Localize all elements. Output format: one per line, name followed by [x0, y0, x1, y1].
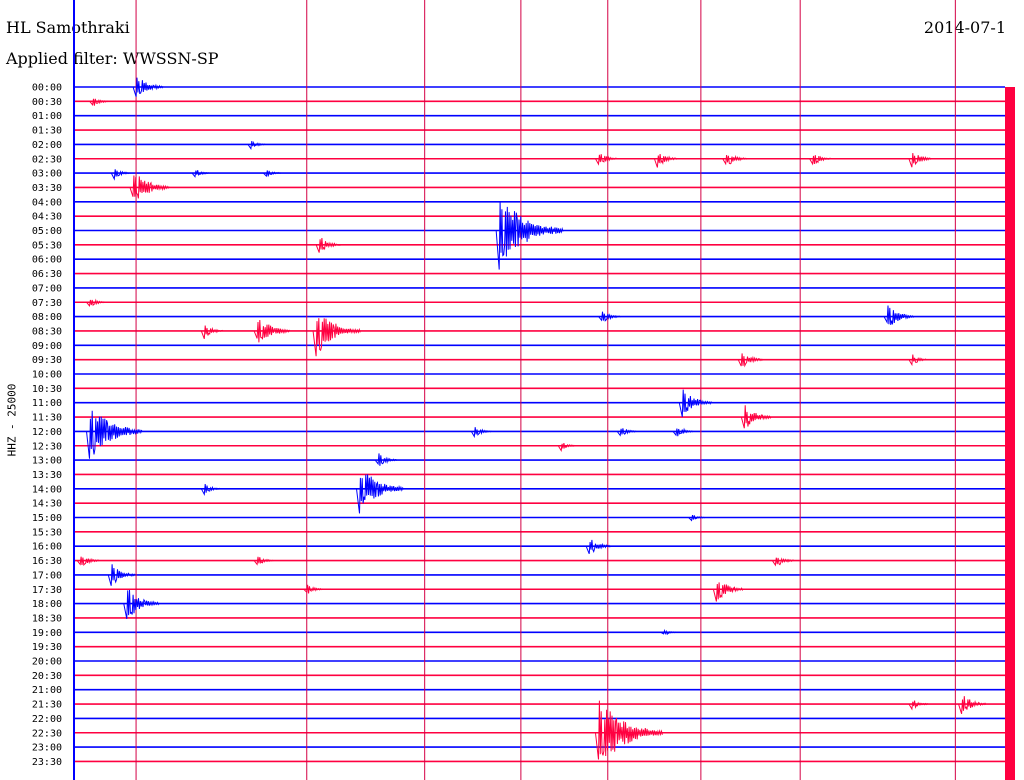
seismic-event	[129, 175, 170, 199]
seismic-event	[312, 318, 361, 357]
row-label: 15:30	[32, 527, 62, 538]
row-label: 16:00	[32, 542, 62, 553]
seismic-event	[595, 154, 618, 166]
right-edge-bar	[1005, 87, 1015, 780]
row-label: 18:00	[32, 599, 62, 610]
seismic-event	[253, 319, 290, 343]
row-label: 11:00	[32, 398, 62, 409]
seismic-event	[86, 410, 143, 459]
seismic-event	[616, 428, 637, 437]
seismic-event	[660, 628, 678, 636]
row-label: 05:00	[32, 226, 62, 237]
row-label: 01:00	[32, 111, 62, 122]
seismic-event	[908, 153, 933, 168]
seismic-event	[653, 154, 678, 168]
plot-date: 2014-07-1	[923, 18, 1006, 37]
row-label: 07:00	[32, 283, 62, 294]
seismic-event	[740, 405, 772, 429]
seismic-event	[132, 77, 164, 97]
seismic-event	[712, 582, 744, 602]
row-label: 12:00	[32, 427, 62, 438]
seismic-event	[200, 325, 224, 339]
seismic-event	[89, 98, 110, 106]
row-label: 01:30	[32, 126, 62, 137]
seismic-event	[722, 154, 748, 166]
row-label: 11:30	[32, 413, 62, 424]
row-label: 15:00	[32, 513, 62, 524]
row-label: 19:30	[32, 642, 62, 653]
seismic-event	[908, 700, 929, 711]
row-label: 10:00	[32, 370, 62, 381]
row-label: 13:00	[32, 456, 62, 467]
seismic-event	[908, 354, 929, 367]
row-label: 00:00	[32, 83, 62, 94]
row-label: 20:00	[32, 657, 62, 668]
seismic-event	[263, 170, 282, 178]
row-label: 08:30	[32, 326, 62, 337]
row-label: 20:30	[32, 671, 62, 682]
row-label: 09:30	[32, 355, 62, 366]
seismic-event	[737, 353, 764, 368]
row-label: 14:30	[32, 499, 62, 510]
row-label: 17:30	[32, 585, 62, 596]
seismic-event	[110, 169, 131, 181]
row-label: 16:30	[32, 556, 62, 567]
seismic-event	[200, 483, 221, 497]
row-label: 06:00	[32, 255, 62, 266]
seismic-event	[594, 700, 663, 760]
seismic-event	[598, 311, 621, 322]
seismic-event	[883, 305, 915, 326]
seismic-event	[247, 140, 266, 151]
seismic-event	[107, 564, 136, 586]
row-label: 03:30	[32, 183, 62, 194]
row-label: 05:30	[32, 240, 62, 251]
row-label: 06:30	[32, 269, 62, 280]
seismic-event	[76, 556, 100, 567]
seismic-event	[356, 474, 405, 514]
seismic-event	[191, 170, 210, 178]
seismic-event	[958, 696, 987, 715]
seismic-event	[809, 155, 832, 166]
seismic-event	[253, 556, 274, 566]
seismic-event	[123, 589, 160, 619]
row-label: 00:30	[32, 97, 62, 108]
row-label: 18:30	[32, 613, 62, 624]
row-label: 21:00	[32, 685, 62, 696]
row-label: 04:00	[32, 197, 62, 208]
seismic-event	[557, 443, 576, 453]
row-label: 09:00	[32, 341, 62, 352]
seismic-event	[315, 237, 342, 253]
row-label: 08:00	[32, 312, 62, 323]
row-label: 07:30	[32, 298, 62, 309]
seismic-event	[86, 298, 106, 307]
row-label: 04:30	[32, 212, 62, 223]
seismic-event	[495, 201, 564, 270]
row-label: 12:30	[32, 441, 62, 452]
seismic-event	[688, 514, 706, 522]
row-label: 23:30	[32, 757, 62, 768]
applied-filter: Applied filter: WWSSN-SP	[6, 49, 219, 68]
row-label: 23:00	[32, 743, 62, 754]
row-label: 02:00	[32, 140, 62, 151]
row-label: 03:00	[32, 169, 62, 180]
seismic-event	[678, 389, 713, 418]
station-name: HL Samothraki	[6, 18, 130, 37]
seismic-event	[771, 557, 795, 567]
row-label: 21:30	[32, 700, 62, 711]
seismic-event	[470, 427, 492, 439]
row-label: 22:30	[32, 728, 62, 739]
seismic-event	[303, 584, 324, 594]
seismic-event	[585, 539, 612, 554]
row-label: 19:00	[32, 628, 62, 639]
row-label: 14:00	[32, 484, 62, 495]
row-label: 13:30	[32, 470, 62, 481]
row-label: 17:00	[32, 570, 62, 581]
seismic-event	[672, 427, 694, 437]
seismic-event	[374, 453, 398, 466]
row-label: 22:00	[32, 714, 62, 725]
row-label: 02:30	[32, 154, 62, 165]
row-label: 10:30	[32, 384, 62, 395]
